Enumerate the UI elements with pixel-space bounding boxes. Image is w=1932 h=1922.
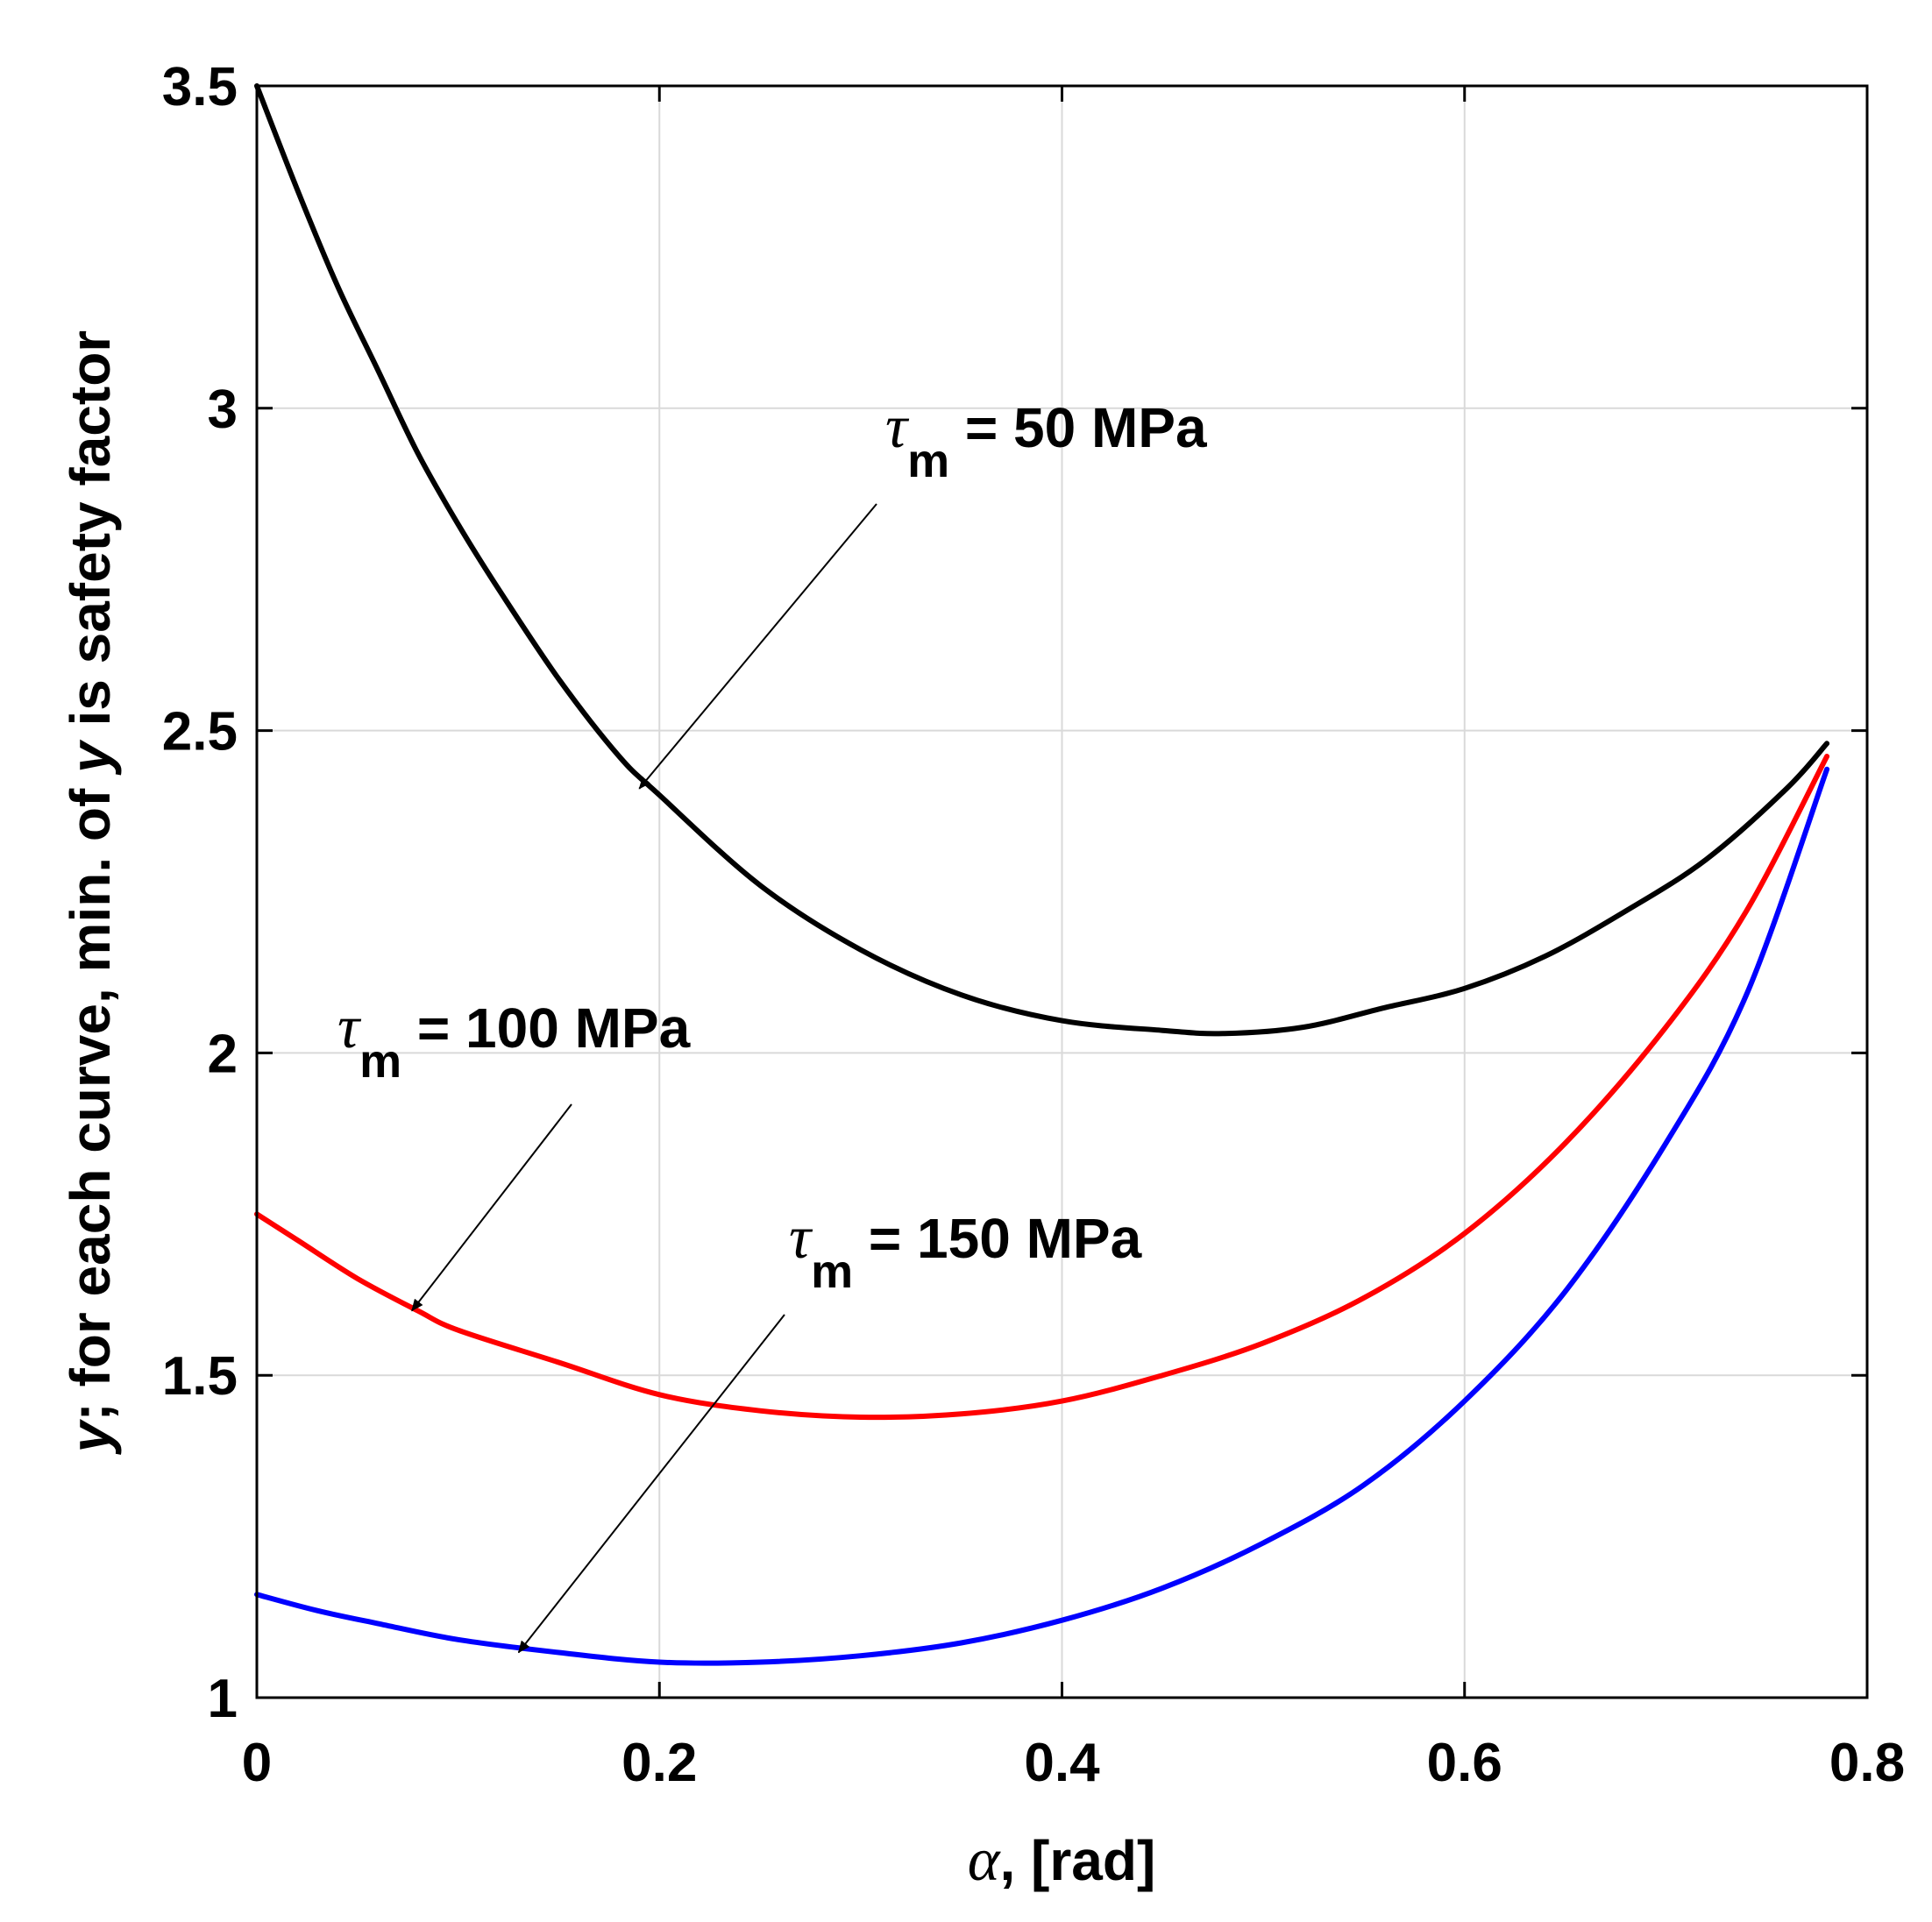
x-tick-label: 0.2 <box>622 1733 697 1793</box>
y-tick-label: 3 <box>208 379 238 440</box>
y-tick-label: 1.5 <box>162 1346 238 1407</box>
series-line-100mpa <box>254 754 1830 1421</box>
annotation-subscript: m <box>359 1035 401 1088</box>
annotation-label: τm = 50 MPa <box>885 394 1207 487</box>
annotation-arrow <box>411 1103 572 1312</box>
annotation-symbol: τ <box>337 994 362 1061</box>
y-axis-var-2: y <box>59 739 122 776</box>
annotation-subscript: m <box>811 1245 853 1298</box>
annotation-symbol: τ <box>885 394 910 461</box>
annotation-arrow <box>638 503 877 790</box>
annotation-symbol: τ <box>789 1204 813 1272</box>
y-axis-text-1: ; for each curve, min. of <box>59 773 122 1422</box>
annotation-150mpa: τm = 150 MPa <box>517 1204 1142 1654</box>
x-tick-label: 0.6 <box>1427 1733 1502 1793</box>
annotation-label: τm = 100 MPa <box>337 994 691 1088</box>
series-line-50mpa <box>254 83 1830 1037</box>
x-tick-label: 0 <box>242 1733 272 1793</box>
series-line-150mpa <box>254 766 1830 1666</box>
x-tick-label: 0.4 <box>1024 1733 1100 1793</box>
annotation-100mpa: τm = 100 MPa <box>337 994 691 1312</box>
y-tick-label: 2 <box>208 1024 238 1084</box>
x-tick-label: 0.8 <box>1829 1733 1905 1793</box>
y-tick-label: 3.5 <box>162 57 238 117</box>
y-axis-title: y; for each curve, min. of y is safety f… <box>59 330 122 1455</box>
annotation-text: = 50 MPa <box>949 396 1207 459</box>
y-tick-label: 1 <box>208 1669 238 1729</box>
annotation-text: = 150 MPa <box>853 1207 1142 1270</box>
annotation-label: τm = 150 MPa <box>789 1204 1142 1298</box>
x-axis-symbol: α <box>968 1826 1001 1894</box>
y-axis-var-1: y <box>59 1418 122 1455</box>
y-axis-text-2: is safety factor <box>59 330 122 742</box>
x-axis-title: α, [rad] <box>968 1826 1156 1894</box>
ticks: 0 0.2 0.4 0.6 0.8 1 1.5 2 2.5 3 3.5 <box>162 57 1905 1793</box>
y-tick-label: 2.5 <box>162 702 238 762</box>
x-axis-title-text: , [rad] <box>999 1829 1155 1892</box>
annotation-text: = 100 MPa <box>401 996 691 1060</box>
grid <box>257 86 1867 1698</box>
annotation-subscript: m <box>907 435 949 487</box>
series-group <box>254 83 1830 1666</box>
annotation-50mpa: τm = 50 MPa <box>638 394 1207 790</box>
annotation-arrow <box>517 1314 785 1654</box>
